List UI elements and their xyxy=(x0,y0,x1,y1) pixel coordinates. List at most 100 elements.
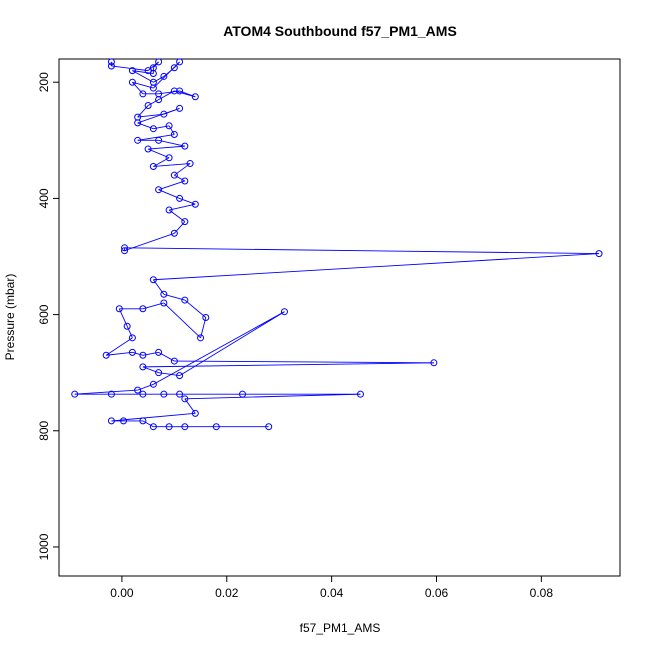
data-point xyxy=(155,58,163,66)
x-tick-label: 0.08 xyxy=(530,586,554,600)
data-point xyxy=(165,154,173,162)
data-point xyxy=(134,386,142,394)
data-point xyxy=(155,369,163,377)
series-segment xyxy=(105,337,133,356)
series-segment xyxy=(153,311,285,385)
data-point xyxy=(430,359,438,367)
data-point xyxy=(139,390,147,398)
data-point xyxy=(107,390,115,398)
series-segment xyxy=(163,293,185,301)
data-point xyxy=(160,290,168,298)
data-point xyxy=(121,244,129,252)
data-point xyxy=(186,160,194,168)
series-segment xyxy=(153,163,191,167)
series-segment xyxy=(163,302,201,339)
data-point xyxy=(176,104,184,112)
series-segment xyxy=(132,70,154,83)
data-point xyxy=(191,409,199,417)
data-point xyxy=(170,64,178,72)
y-tick-label: 800 xyxy=(37,420,51,440)
data-point xyxy=(191,93,199,101)
data-point xyxy=(212,423,220,431)
series-segment xyxy=(158,180,185,191)
series-segment xyxy=(126,326,133,339)
data-point xyxy=(149,380,157,388)
data-point xyxy=(119,417,127,425)
y-tick-label: 200 xyxy=(37,72,51,92)
x-tick-label: 0.04 xyxy=(320,586,344,600)
series-segment xyxy=(106,351,133,356)
series-segment xyxy=(137,113,164,118)
data-point xyxy=(165,423,173,431)
series-segment xyxy=(137,107,180,124)
series-segment xyxy=(132,351,144,356)
chart-title: ATOM4 Southbound f57_PM1_AMS xyxy=(223,23,457,39)
series-segment xyxy=(174,174,186,182)
data-point xyxy=(139,417,147,425)
data-point xyxy=(128,67,136,75)
data-point xyxy=(181,296,189,304)
data-point xyxy=(170,131,178,139)
series-segment xyxy=(147,148,170,159)
data-point xyxy=(176,87,184,95)
x-tick-label: 0.02 xyxy=(215,586,239,600)
data-point xyxy=(107,417,115,425)
x-tick-label: 0.00 xyxy=(110,586,134,600)
series-segment xyxy=(111,65,149,72)
plot-area xyxy=(71,58,603,431)
data-point xyxy=(191,200,199,208)
series-segment xyxy=(142,362,434,368)
data-point xyxy=(170,357,178,365)
y-axis: 200 400 600 800 1000 xyxy=(37,72,60,560)
data-point xyxy=(170,171,178,179)
data-point xyxy=(265,423,273,431)
data-point xyxy=(107,58,115,66)
data-point xyxy=(356,390,364,398)
data-point xyxy=(181,218,189,226)
data-point xyxy=(160,110,168,118)
data-point xyxy=(128,334,136,342)
series-segment xyxy=(174,221,186,234)
data-point xyxy=(149,125,157,133)
data-point xyxy=(160,72,168,80)
series-segment xyxy=(174,90,196,98)
data-point xyxy=(197,334,205,342)
y-axis-label: Pressure (mbar) xyxy=(3,274,17,361)
data-point xyxy=(134,136,142,144)
data-point xyxy=(107,62,115,70)
y-tick-label: 1000 xyxy=(37,533,51,560)
data-point xyxy=(176,58,184,66)
series-segment xyxy=(158,372,180,377)
data-point xyxy=(176,372,184,380)
data-point xyxy=(121,247,129,255)
data-point xyxy=(280,308,288,316)
series-segment xyxy=(168,125,175,135)
data-point xyxy=(149,84,157,92)
data-point xyxy=(139,305,147,313)
data-point xyxy=(176,194,184,202)
data-point xyxy=(170,87,178,95)
data-point xyxy=(165,206,173,214)
series-segment xyxy=(184,393,361,400)
series-segment xyxy=(111,412,196,422)
series-segment xyxy=(184,299,207,318)
data-point xyxy=(149,162,157,170)
series-segment xyxy=(74,389,138,395)
data-point xyxy=(160,299,168,307)
data-point xyxy=(160,390,168,398)
data-point xyxy=(181,395,189,403)
series-segment xyxy=(158,139,185,147)
series-segment xyxy=(142,302,164,310)
data-point xyxy=(181,177,189,185)
data-point xyxy=(144,101,152,109)
data-point xyxy=(139,90,147,98)
x-axis-label: f57_PM1_AMS xyxy=(300,621,381,635)
data-point xyxy=(102,351,110,359)
data-point xyxy=(149,423,157,431)
data-point xyxy=(155,96,163,104)
data-point xyxy=(139,363,147,371)
series-segment xyxy=(158,189,180,199)
series-segment xyxy=(153,61,159,69)
data-point xyxy=(176,390,184,398)
